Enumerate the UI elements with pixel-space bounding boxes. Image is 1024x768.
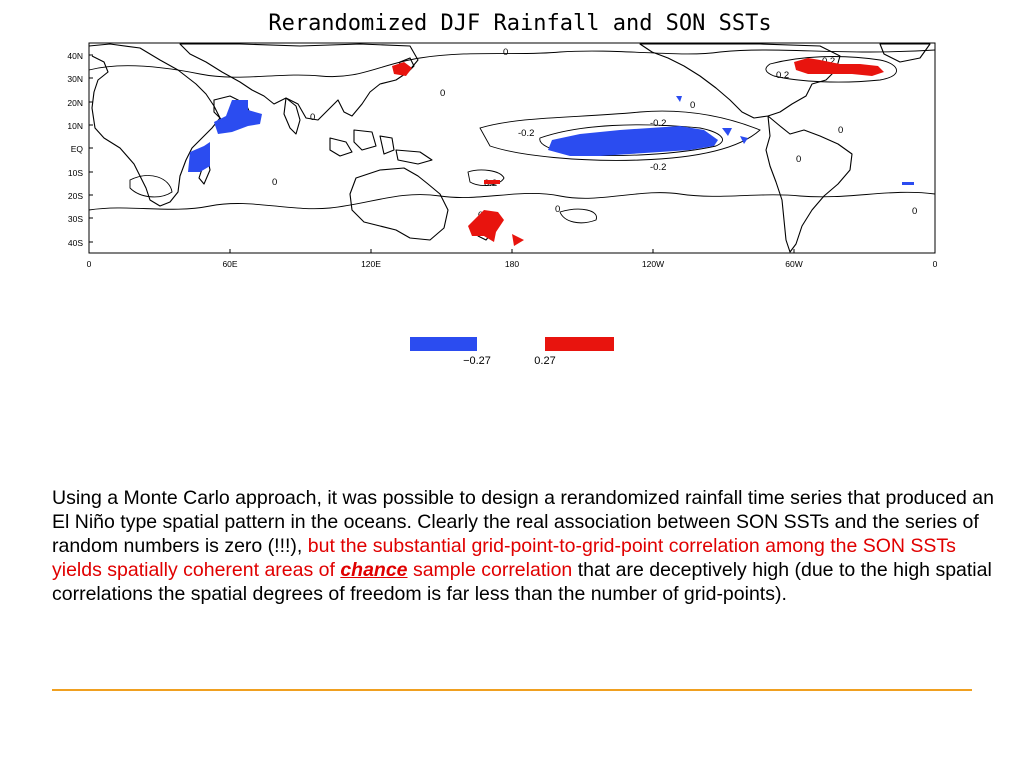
positive-legend-label: 0.27: [534, 355, 555, 367]
contour-line: [88, 49, 936, 78]
lon-tick-label: 120E: [361, 259, 381, 269]
contour-label: 0.2: [776, 70, 789, 81]
negative-region-east-pacific-a: [722, 128, 732, 136]
lon-tick-label: 60W: [785, 259, 802, 269]
latitude-axis: 40N 30N 20N 10N EQ 10S 20S 30S 40S: [67, 51, 93, 248]
lat-tick-label: 20N: [67, 98, 83, 108]
lat-tick-label: 10S: [68, 168, 83, 178]
lat-tick-label: 20S: [68, 191, 83, 201]
contour-label: -0.2: [518, 128, 534, 139]
positive-region-japan: [392, 62, 412, 76]
lon-tick-label: 120W: [642, 259, 664, 269]
greenland-coast: [879, 43, 931, 63]
caption-intro: Using a Monte Carlo approach, it was pos…: [52, 487, 994, 557]
contour-label: 0: [912, 206, 917, 217]
color-legend: −0.27 0.27: [410, 337, 614, 367]
positive-region-southwest-pacific-a: [484, 180, 500, 184]
contour-line: [467, 169, 505, 186]
longitude-axis: 0 60E 120E 180 120W 60W 0: [87, 249, 938, 269]
map-title: Rerandomized DJF Rainfall and SON SSTs: [268, 11, 771, 36]
contour-line: [129, 175, 173, 198]
positive-correlation-areas: [392, 58, 884, 246]
explanation-paragraph: Using a Monte Carlo approach, it was pos…: [52, 486, 1002, 606]
contour-label: -0.2: [650, 162, 666, 173]
coastlines: [88, 43, 931, 253]
lat-tick-label: 30N: [67, 74, 83, 84]
lat-tick-label: EQ: [71, 144, 84, 154]
positive-legend-swatch: [545, 337, 614, 351]
positive-region-southwest-pacific-c: [512, 234, 524, 246]
contour-line: [88, 191, 936, 211]
contour-line: [559, 208, 597, 224]
positive-region-southwest-pacific-b: [468, 210, 504, 242]
lat-tick-label: 40N: [67, 51, 83, 61]
contour-label: 0: [440, 88, 445, 99]
lat-tick-label: 40S: [68, 238, 83, 248]
map-frame: [88, 42, 936, 254]
correlation-contours: [88, 49, 936, 224]
contour-label: 0: [310, 112, 315, 123]
contour-label: 0.2: [822, 56, 835, 67]
contour-label: 0: [503, 47, 508, 58]
lon-tick-label: 0: [933, 259, 938, 269]
lon-tick-label: 180: [505, 259, 519, 269]
orange-divider-line: [52, 689, 972, 691]
south-america-coast: [765, 115, 853, 253]
contour-label: 0: [272, 177, 277, 188]
negative-correlation-areas: [188, 96, 914, 185]
australia-coast: [349, 167, 449, 241]
negative-region-southeast-africa: [188, 142, 210, 172]
negative-region-equatorial-pacific: [548, 126, 718, 156]
contour-label: 0: [796, 154, 801, 165]
contour-label: 0: [690, 100, 695, 111]
negative-region-south-atlantic: [902, 182, 914, 185]
caption-highlight-end: sample correlation: [407, 559, 573, 581]
negative-legend-swatch: [410, 337, 477, 351]
caption-highlight: but the substantial grid-point-to-grid-p…: [52, 535, 956, 581]
negative-legend-label: −0.27: [463, 355, 491, 367]
maritime-continent-coast: [329, 129, 433, 165]
contour-label: 0: [555, 204, 560, 215]
lon-tick-label: 60E: [222, 259, 237, 269]
contour-line: [765, 56, 897, 83]
contour-line: [479, 110, 761, 161]
lon-tick-marks: [229, 249, 795, 253]
africa-europe-coast: [88, 43, 221, 207]
negative-region-east-pacific-b: [740, 136, 748, 144]
contour-label: -0.2: [650, 118, 666, 129]
lat-tick-marks: [89, 54, 93, 243]
correlation-map-figure: Rerandomized DJF Rainfall and SON SSTs 4…: [67, 11, 938, 367]
negative-region-east-africa: [214, 100, 262, 134]
lat-tick-label: 10N: [67, 121, 83, 131]
india-coast: [283, 97, 301, 135]
north-america-coast: [639, 43, 841, 119]
caption-conclusion: that are deceptively high (due to the hi…: [52, 559, 992, 605]
negative-region-east-pacific-c: [676, 96, 682, 102]
asia-coast: [179, 43, 419, 121]
caption-chance-word: chance: [340, 559, 408, 581]
contour-label: 0: [838, 125, 843, 136]
lat-tick-label: 30S: [68, 214, 83, 224]
lon-tick-label: 0: [87, 259, 92, 269]
positive-region-north-atlantic: [794, 58, 884, 76]
